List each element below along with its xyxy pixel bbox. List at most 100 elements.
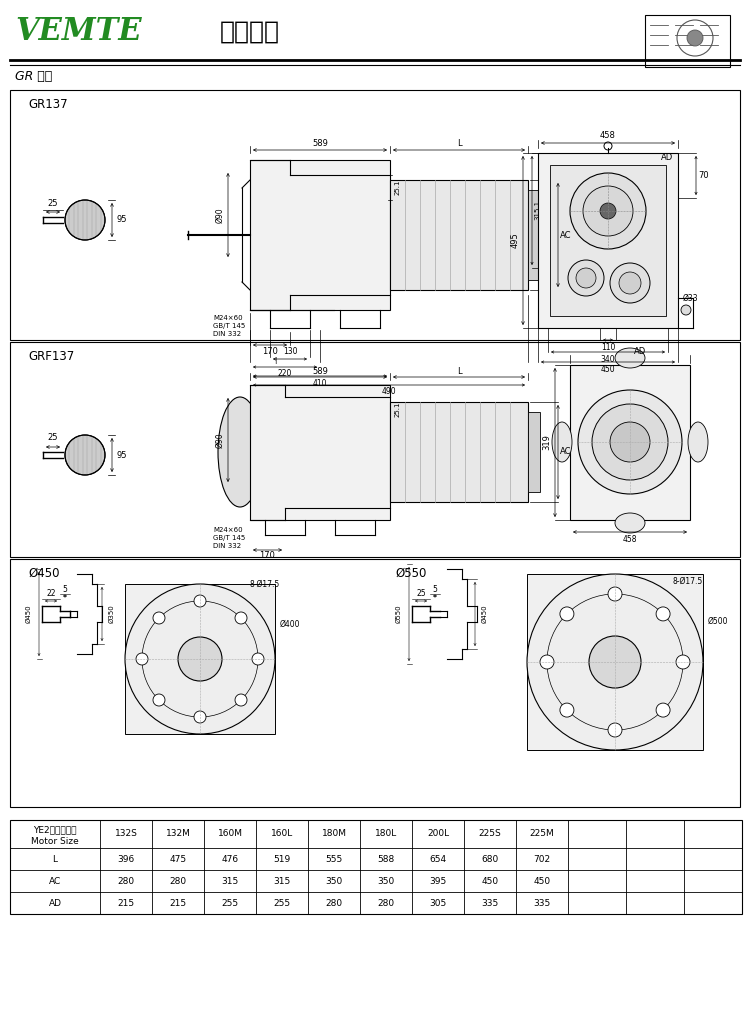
Ellipse shape	[578, 390, 682, 494]
Text: 130: 130	[283, 348, 297, 356]
Ellipse shape	[552, 422, 572, 462]
Text: 519: 519	[273, 854, 291, 864]
Text: Ø90: Ø90	[215, 432, 224, 448]
Bar	[528, 190, 540, 280]
Ellipse shape	[560, 607, 574, 621]
Ellipse shape	[218, 397, 262, 507]
Text: 8-Ø17.5: 8-Ø17.5	[673, 577, 704, 585]
Text: 476: 476	[221, 854, 238, 864]
Text: Ø450: Ø450	[26, 605, 32, 623]
Text: 225M: 225M	[530, 830, 554, 838]
Ellipse shape	[194, 595, 206, 607]
Text: M24×60: M24×60	[213, 527, 243, 533]
Text: 25: 25	[416, 589, 426, 599]
Ellipse shape	[576, 268, 596, 288]
Text: 305: 305	[429, 899, 447, 907]
Ellipse shape	[527, 574, 703, 750]
Text: 410: 410	[313, 379, 327, 387]
Text: GB/T 145: GB/T 145	[213, 535, 245, 541]
Text: 110: 110	[601, 343, 615, 352]
Ellipse shape	[610, 422, 650, 462]
Text: 315: 315	[273, 876, 291, 885]
Text: 95: 95	[117, 451, 128, 459]
Text: 350: 350	[377, 876, 394, 885]
Text: 589: 589	[312, 139, 328, 149]
Text: Ø500: Ø500	[708, 616, 728, 625]
Ellipse shape	[194, 711, 206, 723]
Text: 8-Ø17.5: 8-Ø17.5	[250, 580, 280, 588]
Ellipse shape	[687, 30, 703, 46]
Text: Ø400: Ø400	[280, 619, 301, 628]
Ellipse shape	[568, 260, 604, 296]
Text: DIN 332: DIN 332	[213, 331, 242, 337]
Bar	[125, 584, 275, 734]
Text: Ø33: Ø33	[683, 293, 699, 302]
Text: 450: 450	[533, 876, 550, 885]
Text: Ø350: Ø350	[109, 605, 115, 623]
Bar	[527, 574, 703, 750]
Text: 22: 22	[46, 589, 56, 599]
Text: 335: 335	[482, 899, 499, 907]
Ellipse shape	[608, 587, 622, 601]
Bar	[390, 402, 528, 502]
Bar	[10, 342, 740, 557]
Ellipse shape	[610, 263, 650, 303]
Ellipse shape	[656, 607, 670, 621]
Text: YE2电机机座号: YE2电机机座号	[33, 826, 76, 835]
Text: 200L: 200L	[427, 830, 449, 838]
Text: 160L: 160L	[271, 830, 293, 838]
Text: GR 系列: GR 系列	[15, 70, 52, 84]
Text: 25: 25	[48, 198, 58, 207]
Text: |: |	[274, 356, 276, 363]
Text: 70: 70	[699, 170, 709, 180]
Text: 495: 495	[511, 232, 520, 248]
Text: AD: AD	[661, 153, 673, 161]
Text: 490: 490	[382, 387, 396, 396]
Text: 25.1: 25.1	[395, 401, 401, 417]
Text: 315: 315	[221, 876, 238, 885]
Ellipse shape	[65, 436, 105, 475]
Text: 95: 95	[117, 216, 128, 225]
Text: AC: AC	[560, 230, 572, 239]
Bar	[390, 180, 528, 290]
Ellipse shape	[235, 612, 247, 624]
Text: 280: 280	[170, 876, 187, 885]
Text: GB/T 145: GB/T 145	[213, 323, 245, 329]
Ellipse shape	[178, 637, 222, 681]
Text: 555: 555	[326, 854, 343, 864]
Text: L: L	[53, 854, 58, 864]
Text: 350: 350	[326, 876, 343, 885]
Ellipse shape	[688, 422, 708, 462]
Text: DIN 332: DIN 332	[213, 543, 242, 549]
Text: 132M: 132M	[166, 830, 190, 838]
Ellipse shape	[681, 305, 691, 315]
Ellipse shape	[619, 272, 641, 294]
Ellipse shape	[136, 653, 148, 665]
Text: 170: 170	[262, 347, 278, 355]
Bar	[10, 90, 740, 340]
Bar	[250, 160, 390, 310]
Text: 589: 589	[312, 366, 328, 376]
Text: 450: 450	[482, 876, 499, 885]
Bar	[645, 15, 730, 67]
Text: AC: AC	[560, 448, 572, 456]
Text: 25.1: 25.1	[395, 180, 401, 195]
Text: 225S: 225S	[478, 830, 501, 838]
Ellipse shape	[583, 186, 633, 236]
Text: 315.1: 315.1	[534, 200, 540, 220]
Text: Ø450: Ø450	[28, 567, 59, 580]
Text: GRF137: GRF137	[28, 350, 74, 362]
Ellipse shape	[125, 584, 275, 734]
Text: 280: 280	[326, 899, 343, 907]
Ellipse shape	[615, 513, 645, 533]
Bar	[10, 559, 740, 807]
Bar	[550, 165, 666, 316]
Text: 702: 702	[533, 854, 550, 864]
Text: Motor Size: Motor Size	[31, 837, 79, 845]
Ellipse shape	[600, 203, 616, 219]
Ellipse shape	[608, 723, 622, 737]
Ellipse shape	[560, 703, 574, 717]
Text: M24×60: M24×60	[213, 315, 243, 321]
Text: 减速电机: 减速电机	[220, 20, 280, 44]
Text: Ø450: Ø450	[482, 605, 488, 623]
